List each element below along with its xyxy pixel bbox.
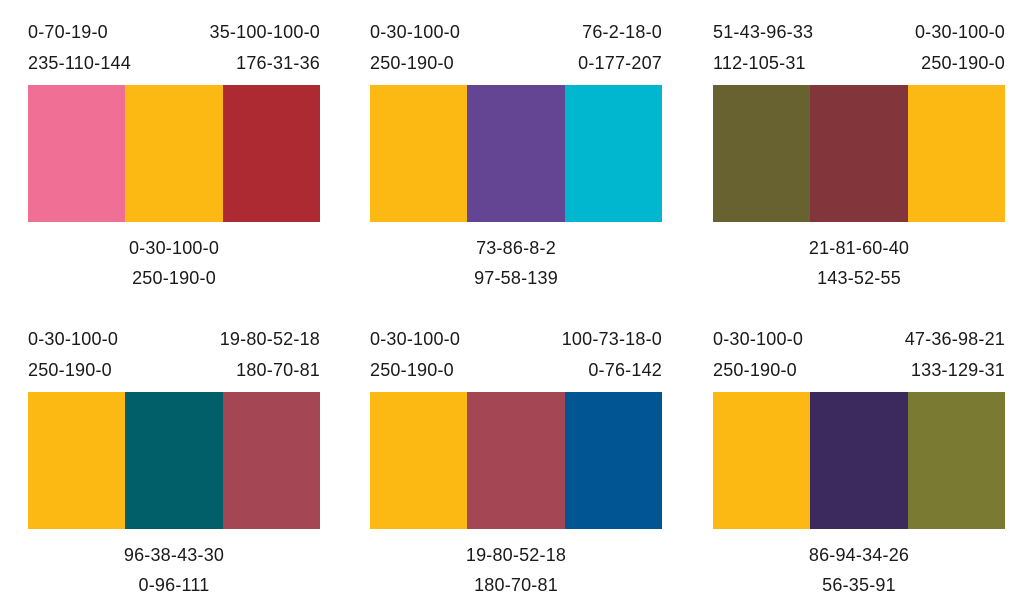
top-right-rgb: 180-70-81 xyxy=(236,360,320,380)
top-right-cmyk: 100-73-18-0 xyxy=(561,329,662,349)
swatch-strip xyxy=(28,85,320,222)
swatch-right xyxy=(564,392,662,529)
swatch-middle xyxy=(810,85,908,222)
top-left-rgb: 250-190-0 xyxy=(713,360,797,380)
top-left-cmyk: 0-30-100-0 xyxy=(28,329,119,349)
palette-2: 0-30-100-0 250-190-0 76-2-18-0 0-177-207… xyxy=(370,22,662,292)
swatch-left xyxy=(28,85,126,222)
palette-3: 51-43-96-33 112-105-31 0-30-100-0 250-19… xyxy=(713,22,1005,292)
bottom-rgb: 250-190-0 xyxy=(132,268,216,288)
top-right-cmyk: 47-36-98-21 xyxy=(904,329,1005,349)
swatch-right xyxy=(222,85,320,222)
swatch-middle xyxy=(467,85,565,222)
top-left-rgb: 250-190-0 xyxy=(28,360,112,380)
swatch-right xyxy=(222,392,320,529)
bottom-rgb: 0-96-111 xyxy=(138,575,210,595)
top-left-cmyk: 0-30-100-0 xyxy=(713,329,804,349)
top-left-cmyk: 0-30-100-0 xyxy=(370,22,461,42)
swatch-strip xyxy=(370,85,662,222)
top-right-rgb: 133-129-31 xyxy=(910,360,1005,380)
bottom-cmyk: 96-38-43-30 xyxy=(123,545,225,565)
bottom-rgb: 56-35-91 xyxy=(822,575,896,595)
swatch-left xyxy=(28,392,126,529)
top-right-rgb: 0-177-207 xyxy=(578,53,662,73)
swatch-middle xyxy=(125,392,223,529)
top-right-cmyk: 35-100-100-0 xyxy=(209,22,320,42)
palette-6: 0-30-100-0 250-190-0 47-36-98-21 133-129… xyxy=(713,329,1005,599)
palette-4: 0-30-100-0 250-190-0 19-80-52-18 180-70-… xyxy=(28,329,320,599)
swatch-middle xyxy=(467,392,565,529)
swatch-strip xyxy=(28,392,320,529)
bottom-rgb: 180-70-81 xyxy=(474,575,558,595)
bottom-cmyk: 0-30-100-0 xyxy=(128,238,220,258)
top-left-cmyk: 0-30-100-0 xyxy=(370,329,461,349)
bottom-cmyk: 86-94-34-26 xyxy=(808,545,910,565)
top-right-rgb: 176-31-36 xyxy=(236,53,320,73)
swatch-left xyxy=(370,85,468,222)
swatch-strip xyxy=(370,392,662,529)
swatch-middle xyxy=(810,392,908,529)
top-right-cmyk: 19-80-52-18 xyxy=(219,329,320,349)
top-left-rgb: 112-105-31 xyxy=(713,53,806,73)
swatch-right xyxy=(907,85,1005,222)
swatch-strip xyxy=(713,392,1005,529)
palette-1: 0-70-19-0 235-110-144 35-100-100-0 176-3… xyxy=(28,22,320,292)
bottom-cmyk: 73-86-8-2 xyxy=(476,238,556,258)
top-left-cmyk: 51-43-96-33 xyxy=(713,22,814,42)
bottom-rgb: 143-52-55 xyxy=(817,268,901,288)
top-right-rgb: 250-190-0 xyxy=(921,53,1005,73)
swatch-strip xyxy=(713,85,1005,222)
swatch-right xyxy=(564,85,662,222)
palette-5: 0-30-100-0 250-190-0 100-73-18-0 0-76-14… xyxy=(370,329,662,599)
top-left-rgb: 250-190-0 xyxy=(370,360,454,380)
swatch-left xyxy=(713,85,811,222)
top-left-rgb: 250-190-0 xyxy=(370,53,454,73)
bottom-rgb: 97-58-139 xyxy=(474,268,558,288)
top-left-cmyk: 0-70-19-0 xyxy=(28,22,108,42)
top-left-rgb: 235-110-144 xyxy=(28,53,131,73)
swatch-right xyxy=(907,392,1005,529)
bottom-cmyk: 19-80-52-18 xyxy=(465,545,567,565)
swatch-middle xyxy=(125,85,223,222)
swatch-left xyxy=(713,392,811,529)
top-right-rgb: 0-76-142 xyxy=(588,360,662,380)
top-right-cmyk: 0-30-100-0 xyxy=(914,22,1005,42)
swatch-left xyxy=(370,392,468,529)
bottom-cmyk: 21-81-60-40 xyxy=(808,238,910,258)
top-right-cmyk: 76-2-18-0 xyxy=(582,22,662,42)
